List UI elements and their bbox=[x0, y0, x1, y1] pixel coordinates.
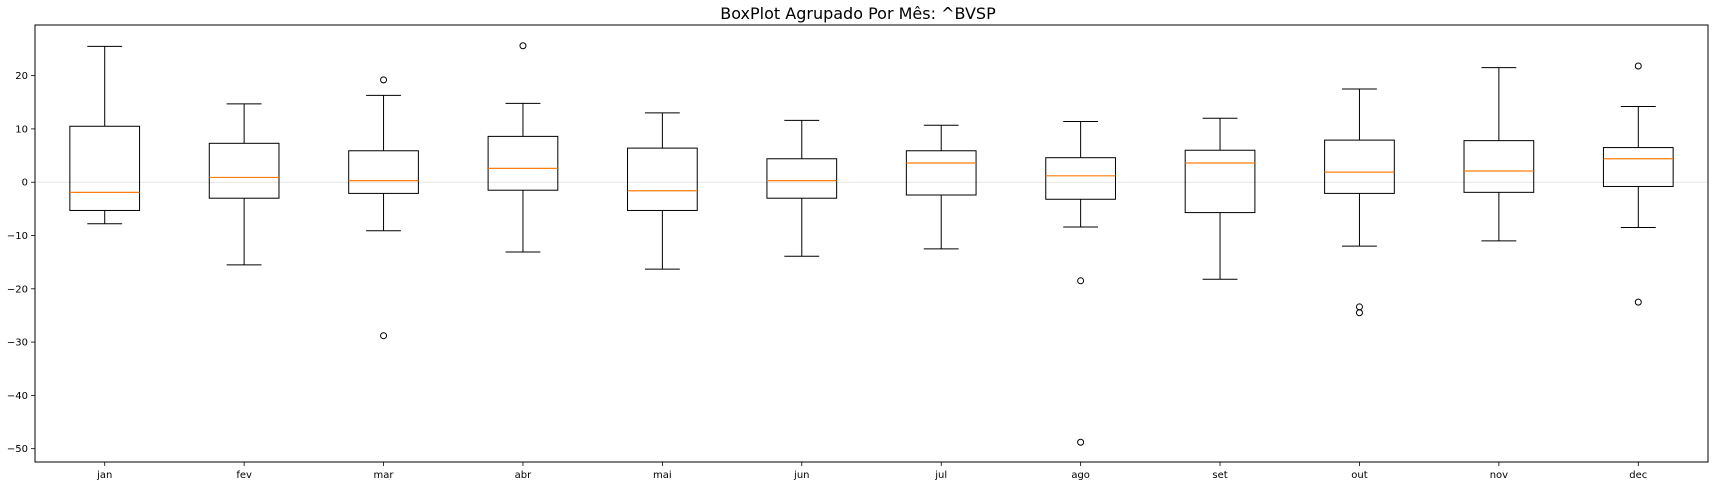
x-tick-label: jan bbox=[96, 470, 112, 481]
box-ago bbox=[1045, 157, 1116, 200]
outlier-point bbox=[1355, 303, 1363, 311]
chart-title: BoxPlot Agrupado Por Mês: ^BVSP bbox=[720, 4, 996, 23]
box-fev bbox=[208, 142, 280, 199]
outlier-point bbox=[1355, 309, 1363, 317]
outlier-point bbox=[1634, 298, 1642, 306]
x-tick-label: mai bbox=[653, 470, 672, 481]
box-mai bbox=[627, 147, 698, 211]
outlier-point bbox=[1077, 277, 1085, 285]
box-jun bbox=[766, 158, 838, 199]
x-tick-label: jul bbox=[934, 470, 947, 481]
x-tick-label: ago bbox=[1071, 470, 1090, 481]
x-tick-label: nov bbox=[1490, 470, 1508, 481]
x-tick-label: out bbox=[1351, 470, 1367, 481]
box-set bbox=[1184, 149, 1256, 214]
outlier-point bbox=[380, 332, 388, 340]
box-jul bbox=[905, 150, 977, 196]
box-nov bbox=[1463, 140, 1535, 193]
outlier-point bbox=[1077, 438, 1085, 446]
box-dec bbox=[1602, 147, 1674, 187]
y-tick-label: −40 bbox=[7, 391, 28, 402]
y-tick-label: −10 bbox=[7, 231, 28, 242]
y-tick-label: 0 bbox=[22, 178, 28, 189]
x-tick-label: fev bbox=[236, 470, 252, 481]
box-jan bbox=[69, 125, 141, 211]
x-tick-label: set bbox=[1212, 470, 1227, 481]
y-tick-label: 20 bbox=[15, 71, 28, 82]
x-tick-label: abr bbox=[515, 470, 532, 481]
x-tick-label: dec bbox=[1629, 470, 1647, 481]
outlier-point bbox=[519, 42, 527, 50]
y-tick-label: −30 bbox=[7, 338, 28, 349]
x-tick-label: mar bbox=[374, 470, 395, 481]
plot-frame bbox=[34, 24, 1709, 463]
y-tick-label: −20 bbox=[7, 284, 28, 295]
box-mar bbox=[348, 150, 419, 194]
y-tick-label: 10 bbox=[15, 124, 28, 135]
outlier-point bbox=[380, 76, 388, 84]
outlier-point bbox=[1634, 62, 1642, 70]
y-tick-label: −50 bbox=[7, 444, 28, 455]
box-out bbox=[1324, 139, 1395, 194]
box-abr bbox=[487, 135, 559, 191]
x-tick-label: jun bbox=[793, 470, 809, 481]
